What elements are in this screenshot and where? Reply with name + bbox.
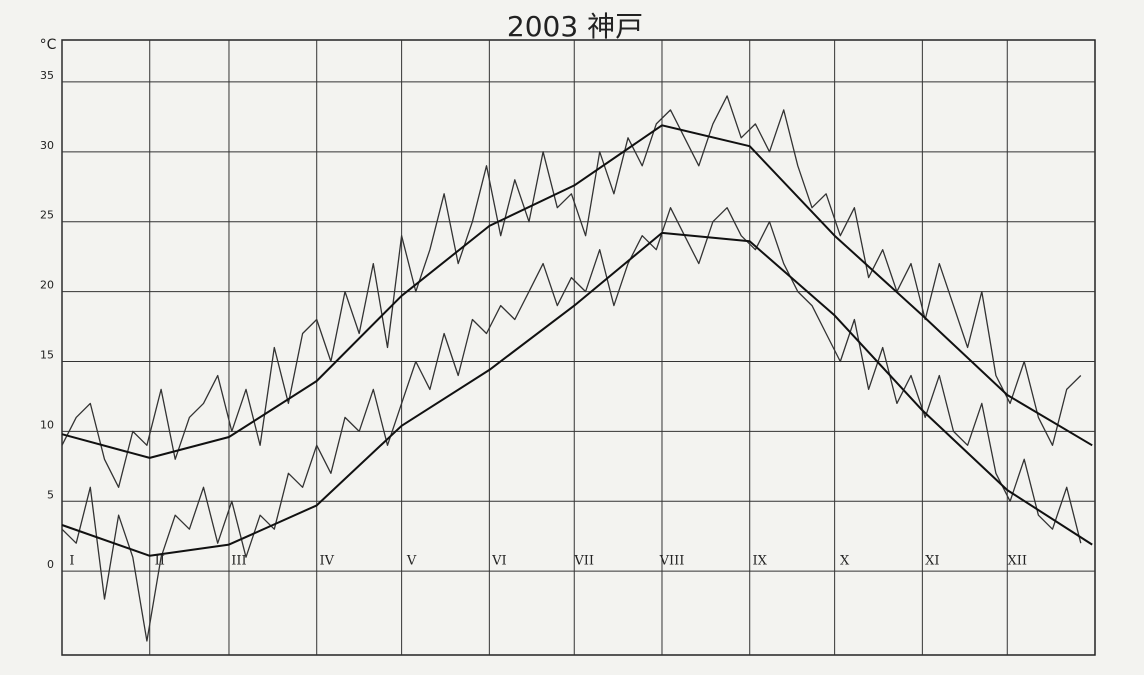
- x-tick-label: III: [231, 554, 246, 569]
- x-tick-label: I: [69, 554, 74, 569]
- y-tick-label: 30: [40, 139, 54, 152]
- x-tick-label: IV: [319, 554, 334, 569]
- x-tick-label: VIII: [659, 554, 685, 569]
- x-tick-label: V: [406, 554, 417, 569]
- y-tick-label: 15: [40, 348, 54, 361]
- temperature-line: [61, 231, 1093, 557]
- y-tick-label: 5: [47, 488, 54, 501]
- y-tick-label: 0: [47, 558, 54, 571]
- x-tick-label: IX: [753, 554, 768, 569]
- x-tick-label: II: [155, 554, 165, 569]
- x-tick-label: X: [840, 554, 850, 569]
- chart-title: 2003 神戸: [507, 10, 643, 43]
- x-tick-label: VII: [573, 554, 594, 569]
- x-tick-label: XI: [925, 554, 939, 569]
- y-tick-label: 20: [40, 279, 54, 292]
- y-axis-label: °C: [40, 37, 57, 53]
- x-tick-label: VI: [491, 554, 507, 569]
- temperature-line: [61, 124, 1093, 459]
- y-tick-label: 35: [40, 69, 54, 82]
- y-tick-label: 25: [40, 209, 54, 222]
- temperature-line: [61, 95, 1082, 488]
- temperature-line: [61, 207, 1082, 642]
- y-tick-label: 10: [40, 418, 54, 431]
- x-tick-label: XII: [1008, 554, 1028, 569]
